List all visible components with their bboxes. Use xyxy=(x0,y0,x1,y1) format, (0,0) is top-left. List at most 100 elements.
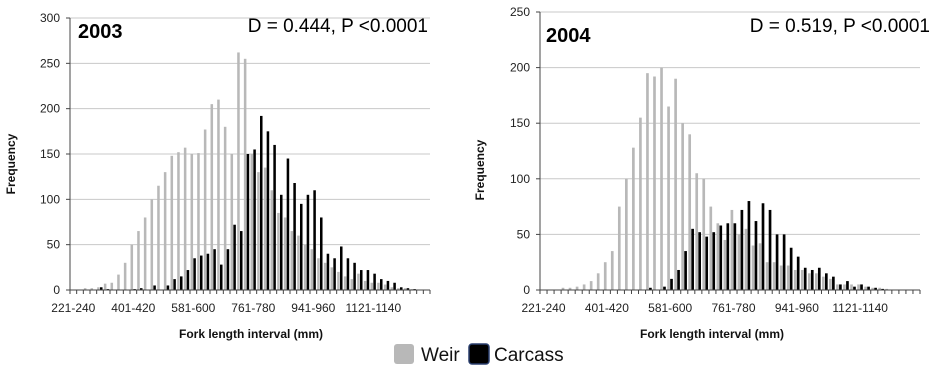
legend-swatch-weir xyxy=(394,344,414,364)
y-tick-label: 250 xyxy=(40,56,60,70)
axes-2003 xyxy=(66,17,431,294)
bar-weir xyxy=(210,104,214,290)
x-tick-label: 221-240 xyxy=(521,301,565,315)
bars-2004 xyxy=(561,67,889,291)
bar-weir xyxy=(277,212,280,290)
x-tick-label: 761-780 xyxy=(231,301,275,315)
x-axis-label-2004: Fork length interval (mm) xyxy=(640,327,784,341)
bar-carcass xyxy=(380,279,383,290)
bar-carcass xyxy=(393,282,396,290)
bar-carcass xyxy=(206,253,210,290)
bar-weir xyxy=(103,283,107,290)
bar-carcass xyxy=(825,273,828,290)
bar-weir xyxy=(751,245,755,290)
bar-weir xyxy=(363,280,367,290)
bar-weir xyxy=(337,271,340,290)
y-tick-label: 100 xyxy=(510,172,530,186)
axes-2004 xyxy=(536,11,921,294)
bar-weir xyxy=(575,286,579,290)
bar-weir xyxy=(850,284,853,290)
bar-weir xyxy=(667,106,670,291)
bar-weir xyxy=(110,282,114,290)
bar-weir xyxy=(836,284,839,290)
legend-swatch-carcass xyxy=(468,343,490,365)
bar-weir xyxy=(610,251,614,290)
x-tick-labels-2004: 221-240 401-420 581-600 761-780 941-960 1121-… xyxy=(521,301,888,315)
bar-weir xyxy=(646,73,649,290)
bar-weir xyxy=(829,278,832,290)
bars-2003 xyxy=(83,52,416,291)
bar-carcass xyxy=(810,269,814,290)
bar-carcass xyxy=(373,273,376,290)
bar-weir xyxy=(257,172,260,290)
x-tick-label: 581-600 xyxy=(648,301,692,315)
bar-weir xyxy=(596,273,600,290)
bar-weir xyxy=(197,153,200,290)
bar-carcass xyxy=(320,217,323,290)
bar-weir xyxy=(343,276,347,290)
bar-weir xyxy=(603,262,607,290)
bar-carcass xyxy=(846,281,849,290)
bar-weir xyxy=(688,134,692,290)
bar-weir xyxy=(190,154,194,290)
bar-weir xyxy=(390,287,394,290)
bar-weir xyxy=(263,167,267,290)
bar-carcass xyxy=(286,158,290,290)
bar-weir xyxy=(303,244,307,290)
bar-carcass xyxy=(140,288,143,290)
bar-weir xyxy=(730,209,734,290)
bar-weir xyxy=(157,185,160,290)
bar-carcass xyxy=(832,276,835,290)
y-tick-label: 0 xyxy=(53,283,60,297)
bar-carcass xyxy=(867,286,870,290)
bar-weir xyxy=(793,269,797,290)
y-tick-label: 200 xyxy=(40,102,60,116)
bar-carcass xyxy=(266,131,270,290)
bar-weir xyxy=(695,173,699,290)
bar-weir xyxy=(772,262,776,290)
bar-carcass xyxy=(213,249,216,290)
y-tick-labels-2003: 0 50 100 150 200 250 300 xyxy=(40,11,60,297)
stat-label-2004: D = 0.519, P <0.0001 xyxy=(750,16,930,37)
bar-carcass xyxy=(768,209,772,290)
bar-carcass xyxy=(313,190,316,290)
bar-carcass xyxy=(246,154,250,290)
bar-carcass xyxy=(220,264,223,290)
bar-carcass xyxy=(649,287,652,290)
bar-carcass xyxy=(705,236,709,290)
y-tick-label: 200 xyxy=(510,61,530,75)
bar-carcass xyxy=(677,269,680,290)
bar-carcass xyxy=(400,287,403,290)
bar-weir xyxy=(843,284,846,290)
bar-carcass xyxy=(360,270,363,290)
bar-carcass xyxy=(366,270,370,290)
bar-weir xyxy=(786,265,790,290)
bar-carcass xyxy=(881,288,884,290)
bar-carcass xyxy=(684,251,687,290)
bar-carcass xyxy=(100,287,103,290)
bar-carcass xyxy=(253,149,256,290)
bar-weir xyxy=(815,273,818,290)
bar-carcass xyxy=(226,249,230,290)
bar-weir xyxy=(660,67,663,290)
bar-weir xyxy=(123,262,127,290)
bar-carcass xyxy=(796,256,800,290)
bar-weir xyxy=(807,273,811,290)
grid-lines-2003 xyxy=(70,17,430,246)
bar-weir xyxy=(397,288,400,290)
bar-weir xyxy=(270,190,274,290)
bar-weir xyxy=(90,288,94,290)
bar-carcass xyxy=(733,223,737,290)
bar-weir xyxy=(878,287,882,290)
bar-weir xyxy=(150,199,154,290)
bar-carcass xyxy=(726,223,730,290)
bar-carcass xyxy=(874,287,877,290)
bar-weir xyxy=(871,287,874,290)
bar-weir xyxy=(183,147,187,290)
bar-weir xyxy=(639,117,642,290)
x-tick-label: 401-420 xyxy=(585,301,629,315)
stat-label-2003: D = 0.444, P <0.0001 xyxy=(248,16,428,37)
bar-carcass xyxy=(754,221,758,290)
y-tick-label: 50 xyxy=(47,238,61,252)
